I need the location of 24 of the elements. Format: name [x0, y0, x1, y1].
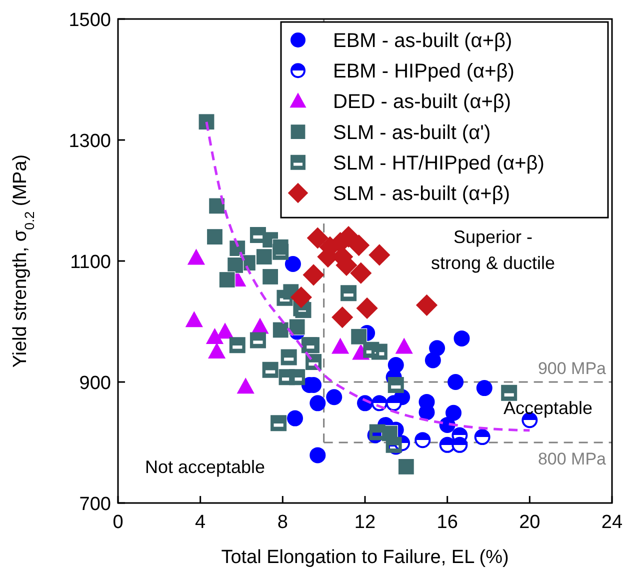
x-tick-label: 8: [277, 512, 288, 533]
ref-line-label: 900 MPa: [538, 359, 607, 378]
legend-label: EBM - as-built (α+β): [333, 30, 512, 52]
legend-label: SLM - as-built (α'): [333, 122, 491, 144]
y-tick-label: 1500: [68, 10, 111, 31]
y-tick-label: 900: [79, 373, 111, 394]
x-tick-label: 24: [601, 512, 623, 533]
legend-label: SLM - as-built (α+β): [333, 183, 510, 205]
x-tick-label: 16: [436, 512, 458, 533]
y-tick-label: 700: [79, 494, 111, 515]
annotation: Not acceptable: [144, 457, 266, 477]
legend-label: SLM - HT/HIPped (α+β): [333, 152, 544, 174]
x-axis-title: Total Elongation to Failure, EL (%): [221, 547, 509, 568]
legend-label: EBM - HIPped (α+β): [333, 60, 514, 83]
ref-line-label: 800 MPa: [538, 450, 607, 468]
annotation: Acceptable: [503, 398, 593, 418]
x-tick-label: 20: [519, 512, 540, 533]
legend-label: DED - as-built (α+β): [333, 91, 512, 114]
y-tick-label: 1100: [70, 252, 111, 273]
x-tick-label: 4: [195, 512, 206, 533]
y-tick-label: 1300: [68, 131, 111, 152]
annotation: Superior - strong & ductile: [430, 227, 556, 273]
x-tick-label: 0: [112, 512, 124, 533]
x-tick-label: 12: [354, 512, 376, 533]
